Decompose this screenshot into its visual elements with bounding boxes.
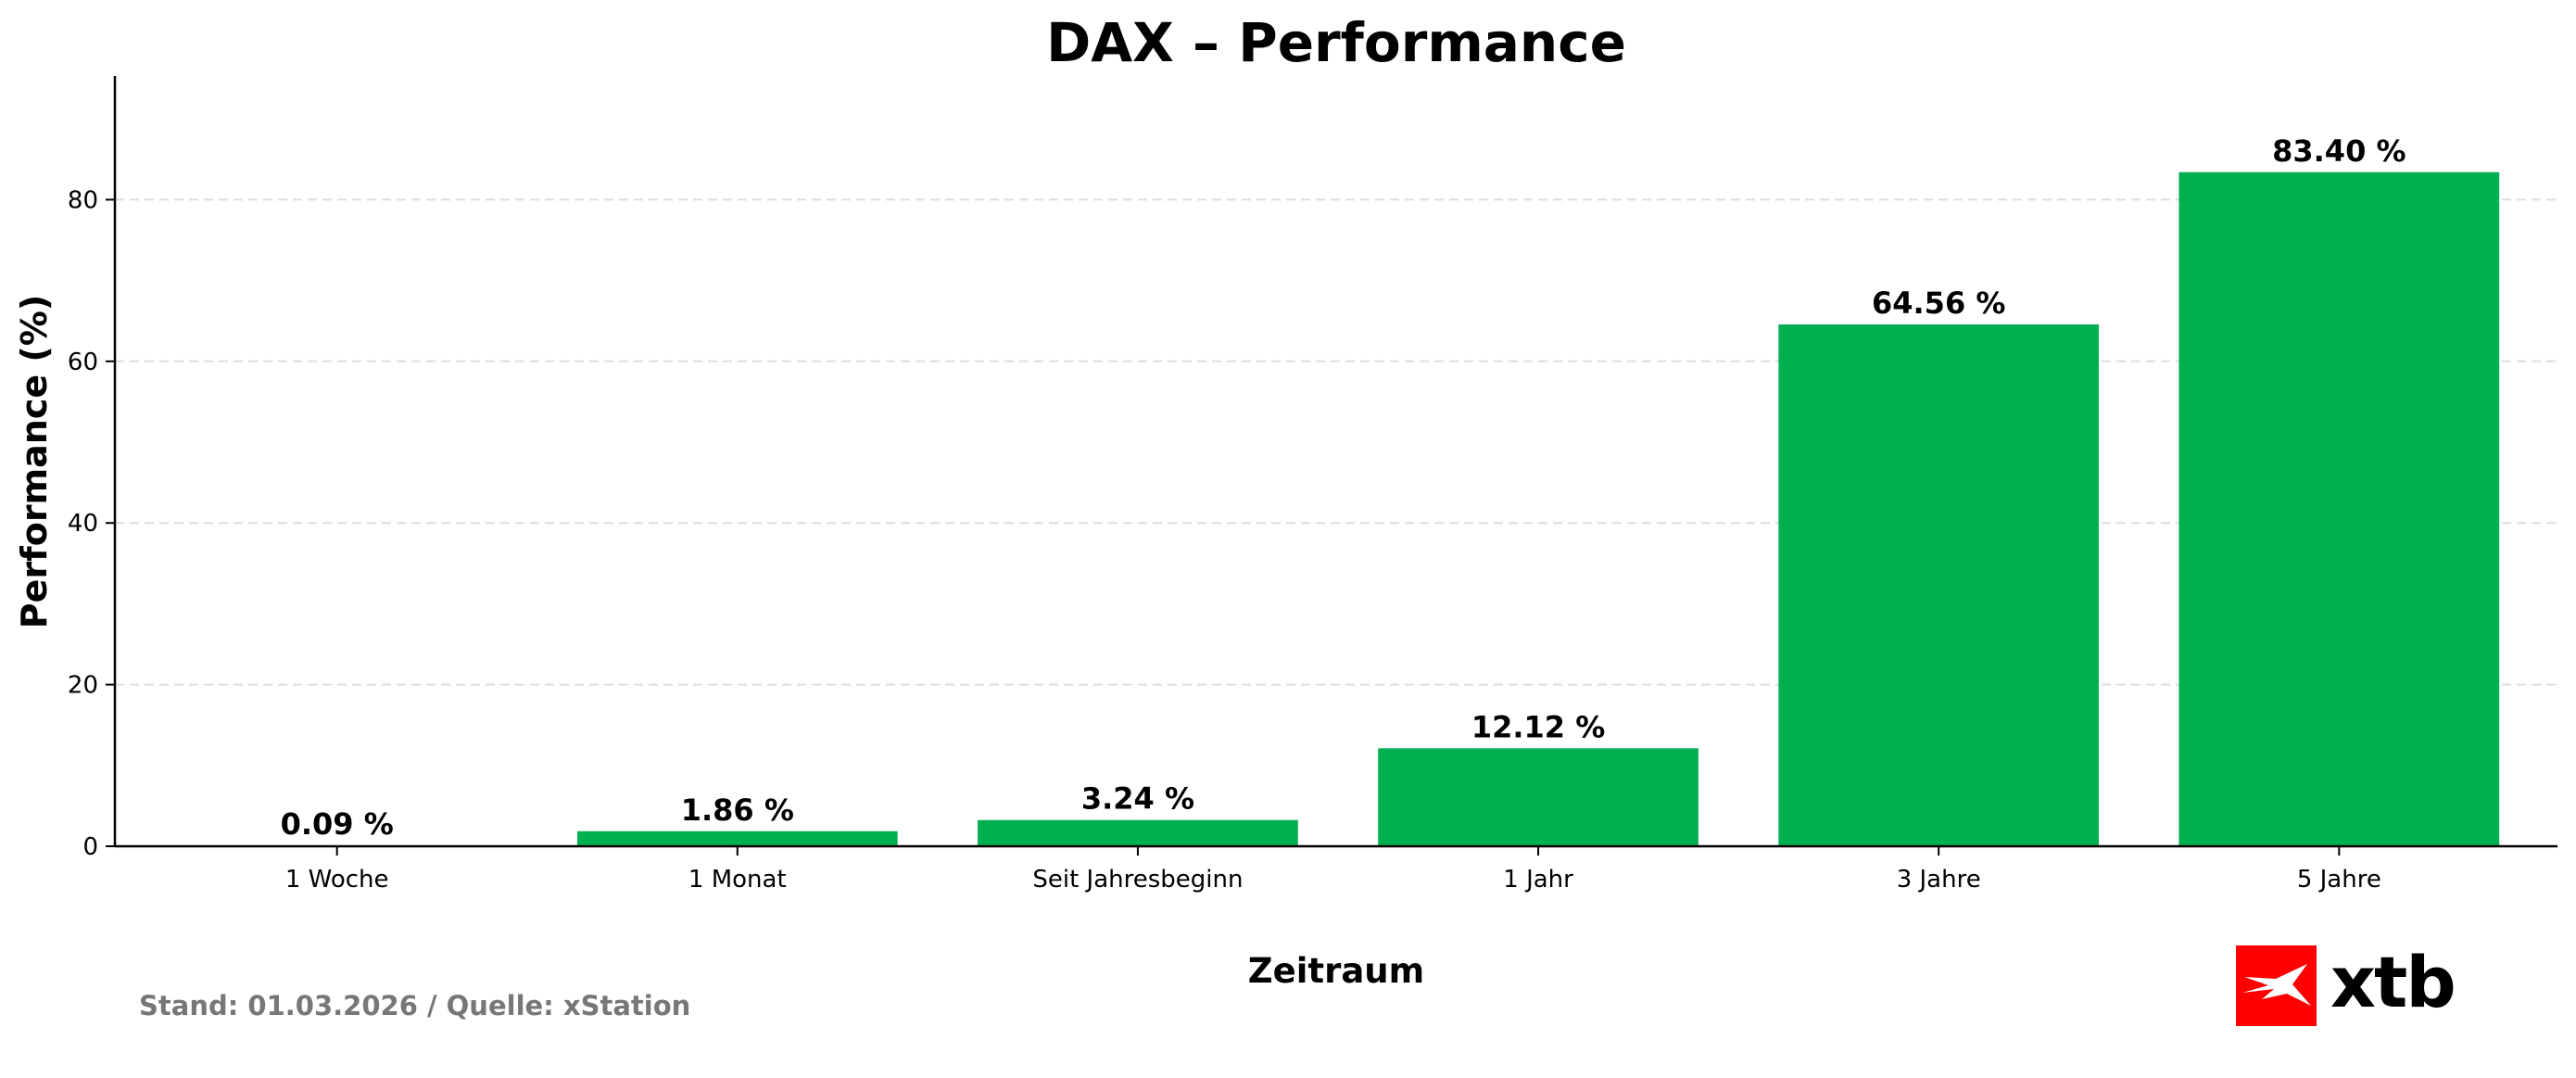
grid-lines bbox=[115, 198, 2557, 686]
x-tick-label: 1 Monat bbox=[688, 866, 787, 894]
chart-title: DAX – Performance bbox=[1046, 11, 1626, 74]
bars: 0.09 % 1.86 % 3.24 % 12.12 % 64.56 % 83.40 % bbox=[176, 133, 2500, 847]
x-tick-label: Seit Jahresbeginn bbox=[1032, 866, 1243, 894]
y-tick-label: 20 bbox=[68, 672, 98, 700]
bar bbox=[1378, 748, 1698, 846]
x-tick-label: 5 Jahre bbox=[2297, 866, 2381, 894]
bar bbox=[2178, 171, 2500, 847]
bar bbox=[1778, 324, 2100, 847]
y-axis-ticks: 0 20 40 60 80 bbox=[68, 186, 115, 861]
x-tick-label: 3 Jahre bbox=[1897, 866, 1981, 894]
xtb-logo: xtb bbox=[2236, 941, 2456, 1026]
bar-value-label: 3.24 % bbox=[1081, 781, 1194, 817]
x-tick-label: 1 Jahr bbox=[1503, 866, 1573, 894]
y-tick-label: 80 bbox=[68, 186, 98, 214]
bar-value-label: 1.86 % bbox=[681, 793, 794, 828]
y-tick-label: 60 bbox=[68, 349, 98, 376]
x-axis-label: Zeitraum bbox=[1248, 951, 1424, 991]
source-note: Stand: 01.03.2026 / Quelle: xStation bbox=[139, 990, 690, 1021]
x-tick-label: 1 Woche bbox=[285, 866, 389, 894]
bar-value-label: 12.12 % bbox=[1471, 709, 1605, 744]
y-tick-label: 0 bbox=[82, 833, 98, 861]
x-icon bbox=[2242, 964, 2311, 1006]
bar-value-label: 83.40 % bbox=[2272, 133, 2406, 169]
bar bbox=[576, 831, 898, 846]
xtb-logo-text: xtb bbox=[2330, 941, 2455, 1023]
bar-value-label: 0.09 % bbox=[281, 806, 394, 842]
bar bbox=[978, 819, 1298, 846]
y-axis-label: Performance (%) bbox=[14, 295, 55, 628]
x-axis-ticks: 1 Woche 1 Monat Seit Jahresbeginn 1 Jahr 3 J… bbox=[285, 846, 2381, 894]
bar-value-label: 64.56 % bbox=[1872, 285, 2005, 321]
y-tick-label: 40 bbox=[68, 510, 98, 538]
